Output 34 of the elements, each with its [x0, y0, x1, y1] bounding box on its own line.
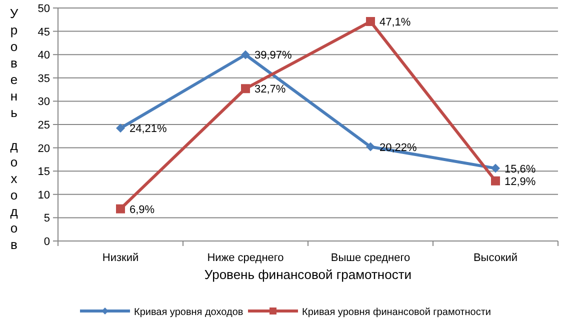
point — [491, 176, 500, 186]
point — [491, 164, 500, 173]
y-tick-label: 15 — [38, 166, 50, 178]
y-tick-label: 50 — [38, 3, 50, 15]
x-tick-label: Ниже среднего — [207, 252, 284, 264]
data-label: 24,21% — [130, 123, 168, 136]
x-tick-label: Выше среднего — [330, 252, 410, 264]
y-tick-label: 20 — [38, 142, 50, 155]
x-tick-label: Высокий — [473, 252, 518, 264]
y-tick-label: 45 — [38, 26, 50, 38]
point — [241, 84, 250, 94]
point — [241, 50, 250, 60]
legend-label: Кривая уровня доходов — [134, 307, 244, 318]
y-tick-label: 5 — [44, 212, 50, 225]
data-label: 12,9% — [504, 176, 536, 188]
data-label: 47,1% — [380, 16, 411, 29]
data-label: 39,97% — [254, 50, 292, 62]
y-tick-label: 0 — [44, 236, 50, 248]
y-tick-label: 40 — [38, 50, 50, 62]
y-tick-label: 10 — [38, 189, 50, 202]
y-tick-label: 25 — [38, 120, 50, 132]
data-label: 15,6% — [504, 163, 536, 176]
x-axis-title: Уровень финансовой грамотности — [204, 267, 412, 282]
point — [116, 204, 125, 214]
y-tick-label: 30 — [38, 96, 50, 108]
text: Уровень доходов — [10, 6, 18, 252]
x-tick-label: Низкий — [102, 252, 139, 264]
point — [366, 17, 375, 26]
data-label: 6,9% — [130, 204, 155, 216]
data-label: 32,7% — [254, 84, 286, 96]
y-tick-label: 35 — [38, 72, 50, 85]
point — [116, 124, 125, 133]
legend-label: Кривая уровня финансовой грамотности — [302, 307, 492, 318]
point — [366, 142, 375, 152]
